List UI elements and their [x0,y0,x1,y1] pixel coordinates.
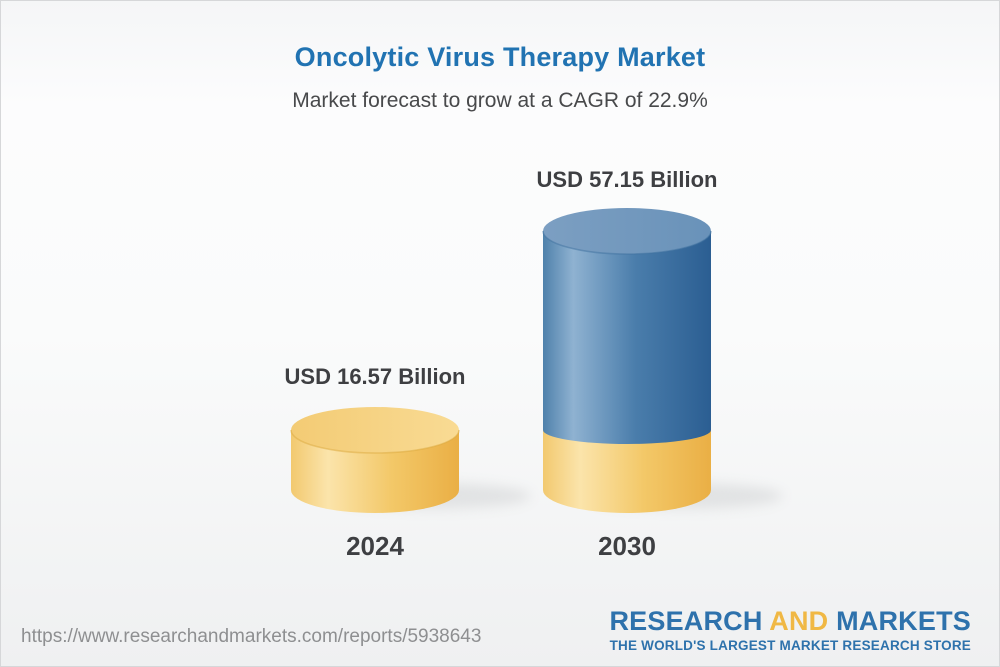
logo-tagline: THE WORLD'S LARGEST MARKET RESEARCH STOR… [609,637,971,653]
research-and-markets-logo: RESEARCH AND MARKETS THE WORLD'S LARGEST… [609,605,971,653]
value-label-2024: USD 16.57 Billion [284,364,466,389]
logo-word-and: AND [769,605,829,636]
logo-wordmark: RESEARCH AND MARKETS [609,605,971,636]
page-subtitle: Market forecast to grow at a CAGR of 22.… [292,88,708,112]
logo-word-research: RESEARCH [609,605,763,636]
category-label-2030: 2030 [598,531,656,561]
report-url: https://www.researchandmarkets.com/repor… [21,626,482,647]
logo-word-markets: MARKETS [836,605,971,636]
page-title: Oncolytic Virus Therapy Market [294,42,706,72]
chart-header: Oncolytic Virus Therapy Market Market fo… [1,1,999,113]
value-label-2030: USD 57.15 Billion [536,167,718,192]
cylinder-2030 [542,208,783,513]
category-label-2024: 2024 [346,531,404,561]
cylinder-2024 [290,407,531,513]
